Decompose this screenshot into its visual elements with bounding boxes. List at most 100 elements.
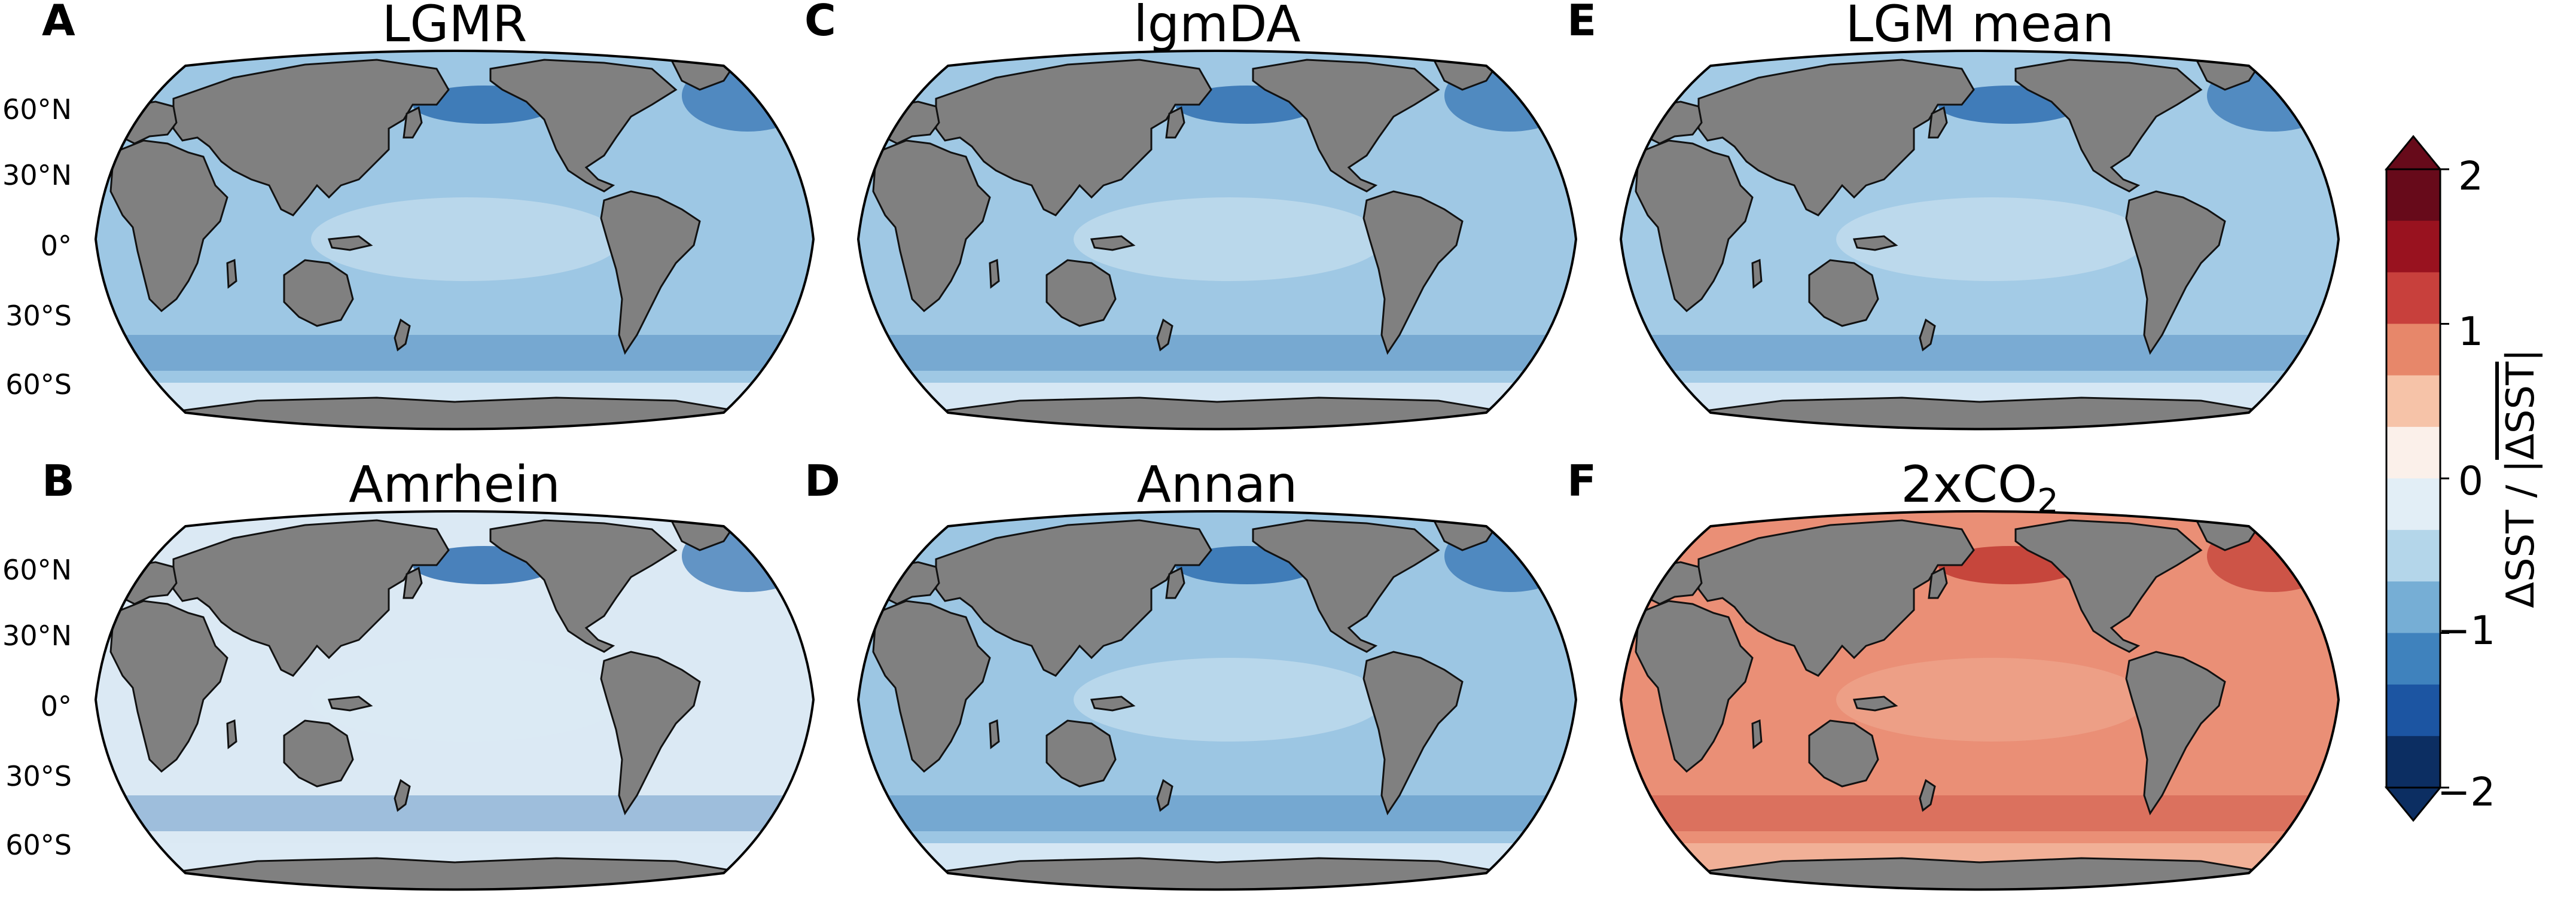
land-japan <box>403 566 423 599</box>
land-antarctica <box>1665 396 2294 429</box>
land-samerica <box>2125 190 2226 355</box>
colorbar-segment <box>2386 169 2440 222</box>
colorbar-extend-bottom <box>2384 786 2443 822</box>
land-australia <box>283 259 354 327</box>
map-panel-lgmr: A LGMR 60°N 30°N 0° 30°S 60°S <box>2 0 831 443</box>
land-asia <box>172 519 450 677</box>
colorbar-segment <box>2386 581 2440 634</box>
panel-title: Amrhein <box>349 455 560 514</box>
anomaly-band <box>1074 197 1385 281</box>
land-antarctica <box>140 396 769 429</box>
map-border <box>856 50 1578 431</box>
colorbar-segment <box>2386 324 2440 376</box>
panel-title: lgmDA <box>1133 0 1301 53</box>
colorbar-tick: −1 <box>2437 608 2496 654</box>
land-namerica <box>1252 59 1440 193</box>
land-japan <box>1165 106 1185 139</box>
land-japan <box>403 106 423 139</box>
panel-letter: D <box>804 456 840 506</box>
land-asia <box>935 59 1212 216</box>
map-panel-amrhein: B Amrhein 60°N 30°N 0° 30°S 60°S <box>2 455 831 903</box>
colorbar-label: ΔSST / |ΔSST| <box>2499 349 2543 608</box>
anomaly-band <box>858 795 1576 831</box>
map-border <box>1619 510 2340 891</box>
land-madagascar <box>226 258 237 289</box>
colorbar-segment <box>2386 426 2440 479</box>
anomaly-band <box>1836 658 2147 742</box>
land-madagascar <box>1751 258 1763 289</box>
land-samerica <box>2125 651 2226 816</box>
anomaly-band <box>1074 658 1385 742</box>
land-africa <box>1635 139 1754 313</box>
land-namerica <box>2014 519 2203 653</box>
land-asia <box>1697 519 1975 677</box>
land-japan <box>1165 566 1185 599</box>
colorbar-tick: 0 <box>2458 458 2483 504</box>
lat-label: 0° <box>40 230 72 262</box>
colorbar-segment <box>2386 633 2440 685</box>
lat-label: 60°S <box>5 829 72 861</box>
colorbar-segment <box>2386 221 2440 273</box>
land-madagascar <box>1751 719 1763 749</box>
colorbar-tick: −2 <box>2437 769 2496 815</box>
land-nz <box>1919 779 1936 812</box>
panel-letter: C <box>804 0 836 45</box>
colorbar-segment <box>2386 684 2440 737</box>
land-madagascar <box>226 719 237 749</box>
colorbar-gradient <box>2384 135 2449 822</box>
land-australia <box>1808 719 1879 788</box>
colorbar-extend-top <box>2384 135 2443 170</box>
land-nz <box>394 318 411 352</box>
land-africa <box>109 600 228 773</box>
colorbar-tick: 1 <box>2458 309 2483 355</box>
land-africa <box>872 600 991 773</box>
lat-label: 30°N <box>2 620 72 652</box>
anomaly-band <box>96 795 813 831</box>
lat-label: 60°N <box>2 554 72 586</box>
land-madagascar <box>989 719 1000 749</box>
colorbar-tick: 2 <box>2458 153 2483 199</box>
colorbar-segment <box>2386 530 2440 582</box>
map-panel-lgm-mean: E LGM mean <box>1567 0 2356 443</box>
land-australia <box>283 719 354 788</box>
map-amrhein <box>94 510 815 891</box>
anomaly-band <box>311 658 622 742</box>
land-namerica <box>1252 519 1440 653</box>
land-australia <box>1045 719 1117 788</box>
panel-title: Annan <box>1136 455 1298 514</box>
land-newguinea <box>1090 235 1136 251</box>
panel-letter: E <box>1567 0 1597 45</box>
land-nz <box>1919 318 1936 352</box>
map-lgmr <box>94 50 815 431</box>
land-japan <box>1928 106 1948 139</box>
map-annan <box>856 510 1578 891</box>
land-antarctica <box>140 857 769 890</box>
map-lgmda <box>856 50 1578 431</box>
land-asia <box>1697 59 1975 216</box>
anomaly-band <box>1621 795 2339 831</box>
lat-label: 30°N <box>2 159 72 191</box>
lat-label: 30°S <box>5 760 72 792</box>
anomaly-band <box>96 335 813 371</box>
land-japan <box>1928 566 1948 599</box>
map-border <box>94 510 815 891</box>
anomaly-band <box>858 335 1576 371</box>
land-newguinea <box>327 695 373 712</box>
land-antarctica <box>903 396 1531 429</box>
panel-letter: B <box>42 456 75 506</box>
lat-label: 30°S <box>5 300 72 332</box>
land-australia <box>1045 259 1117 327</box>
land-nz <box>1156 779 1173 812</box>
land-samerica <box>600 190 701 355</box>
anomaly-band <box>1621 335 2339 371</box>
anomaly-band <box>1836 197 2147 281</box>
colorbar <box>2384 135 2449 822</box>
land-nz <box>1156 318 1173 352</box>
land-newguinea <box>1852 695 1898 712</box>
map-border <box>94 50 815 431</box>
panel-title: LGMR <box>382 0 528 53</box>
land-namerica <box>489 59 678 193</box>
colorbar-segment <box>2386 272 2440 325</box>
panel-letter: A <box>42 0 75 45</box>
land-samerica <box>1362 190 1464 355</box>
